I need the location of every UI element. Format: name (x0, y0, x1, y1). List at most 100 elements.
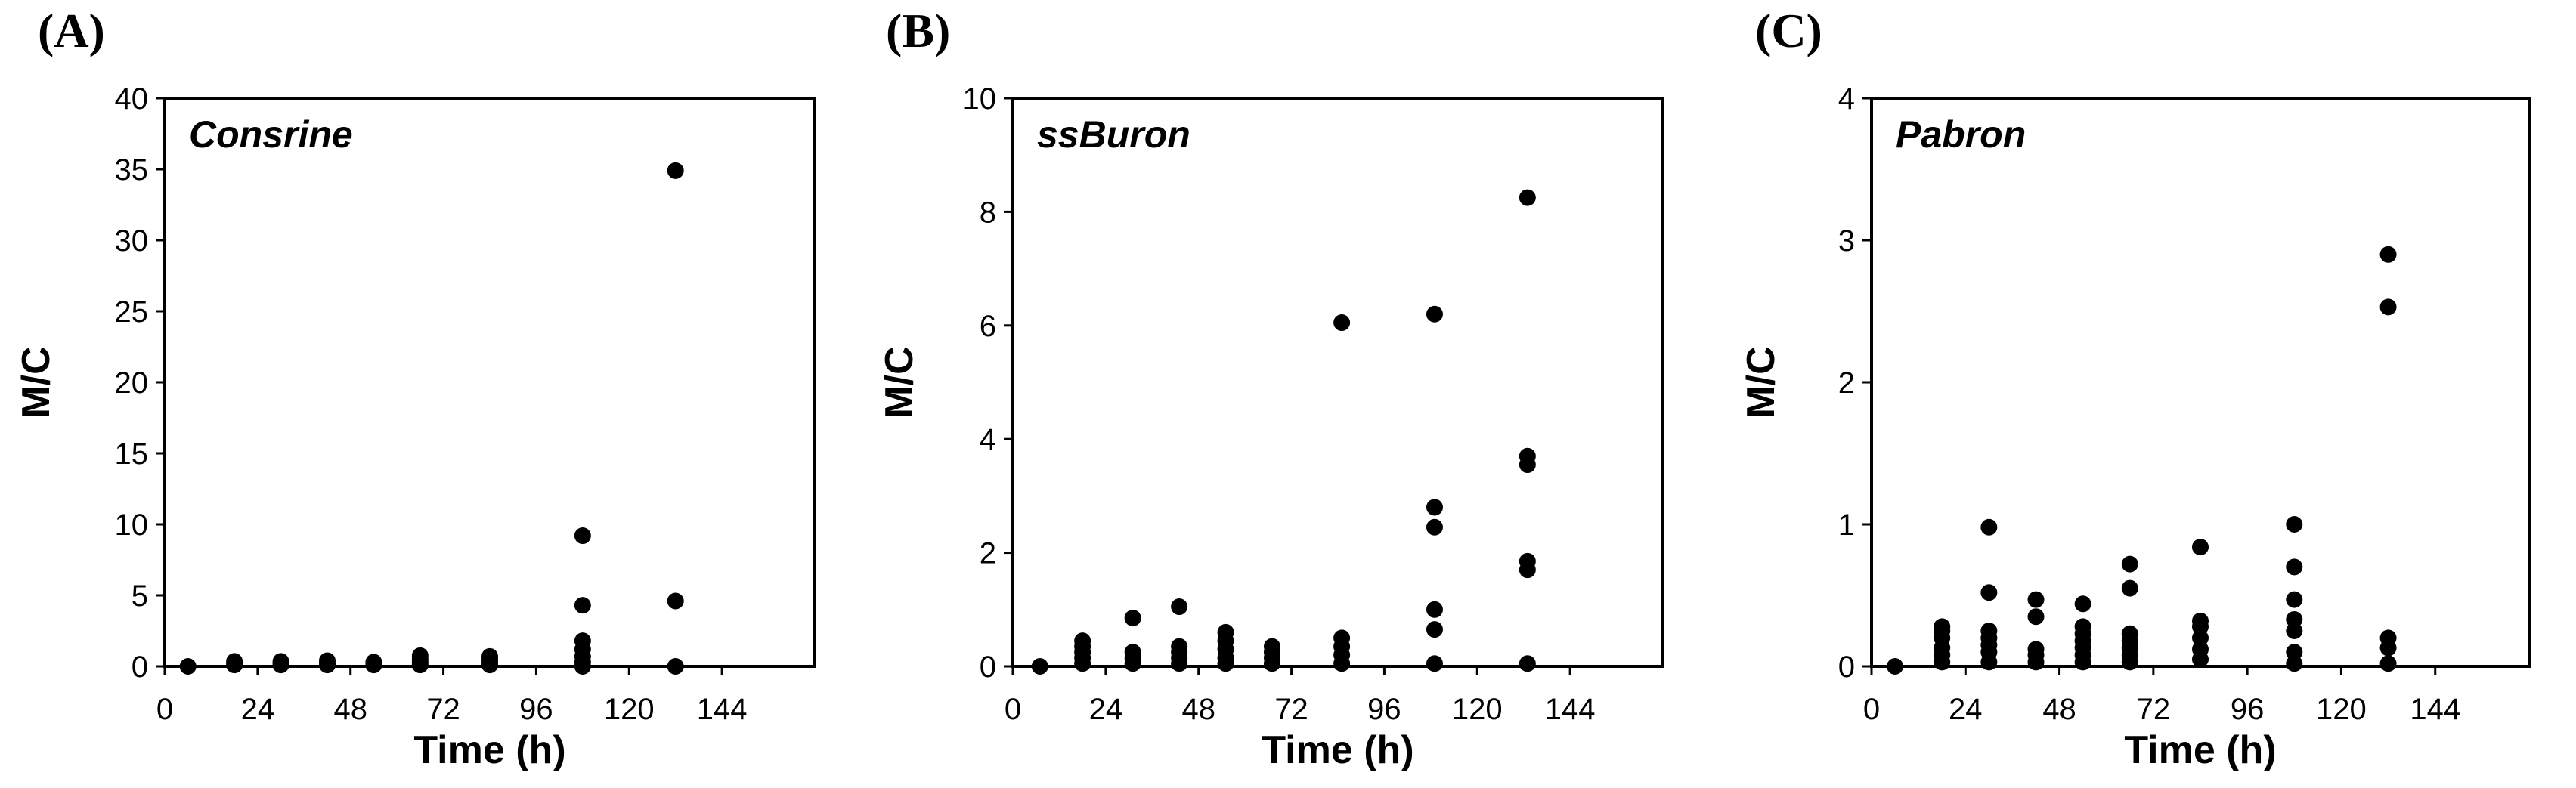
data-point (1333, 629, 1351, 647)
data-point (1333, 314, 1351, 332)
data-point (574, 632, 591, 650)
data-point (2192, 539, 2209, 556)
data-point (1426, 518, 1443, 536)
x-tick-label: 48 (1181, 693, 1215, 726)
x-tick-label: 120 (1452, 693, 1503, 726)
x-tick-label: 24 (1089, 693, 1123, 726)
data-point (1980, 623, 1998, 639)
data-point (1426, 655, 1443, 672)
y-tick-label: 35 (115, 153, 149, 187)
data-point (319, 652, 336, 669)
y-tick-label: 2 (980, 537, 996, 570)
data-point (2286, 516, 2303, 533)
y-tick-label: 2 (1838, 366, 1855, 400)
x-tick-label: 48 (2042, 693, 2076, 726)
x-tick-label: 0 (1863, 693, 1880, 726)
data-point (1074, 632, 1091, 650)
y-tick-label: 1 (1838, 508, 1855, 542)
panel-label-c: (C) (1755, 4, 1822, 57)
data-point (574, 597, 591, 614)
y-tick-label: 25 (115, 295, 149, 329)
y-tick-label: 15 (115, 437, 149, 471)
plot-area-frame (163, 97, 816, 668)
data-point (1934, 618, 1951, 635)
data-point (1980, 518, 1998, 536)
data-point (2121, 579, 2138, 597)
data-point (2286, 591, 2303, 608)
data-point (1426, 601, 1443, 618)
data-point (2192, 629, 2209, 647)
x-tick-label: 120 (604, 693, 655, 726)
data-point (1519, 189, 1536, 206)
y-tick-label: 8 (980, 196, 996, 229)
data-point (2379, 655, 2397, 672)
data-point (226, 653, 243, 670)
data-point (179, 658, 197, 675)
data-point (2379, 246, 2397, 263)
y-tick-label: 4 (980, 423, 996, 456)
chart-title: Pabron (1896, 113, 2026, 156)
y-axis-label: M/C (14, 346, 58, 418)
data-point (1426, 499, 1443, 516)
data-point (411, 647, 429, 664)
x-tick-label: 72 (426, 693, 460, 726)
x-tick-label: 48 (333, 693, 367, 726)
data-point (2286, 623, 2303, 639)
y-tick-label: 4 (1838, 82, 1855, 116)
data-point (1124, 644, 1141, 661)
x-tick-label: 72 (2137, 693, 2171, 726)
data-point (1124, 610, 1141, 627)
x-tick-label: 96 (1367, 693, 1401, 726)
data-point (481, 647, 498, 665)
plot-area-frame (1870, 97, 2531, 668)
data-point (2121, 625, 2138, 642)
x-tick-label: 144 (1545, 693, 1596, 726)
data-point (1426, 305, 1443, 323)
y-tick-label: 5 (132, 579, 148, 613)
data-point (667, 658, 684, 675)
data-point (1031, 658, 1048, 675)
y-tick-label: 30 (115, 224, 149, 258)
x-tick-label: 0 (156, 693, 173, 726)
y-tick-label: 6 (980, 310, 996, 343)
data-point (1519, 447, 1536, 465)
data-point (2121, 555, 2138, 573)
data-point (1217, 623, 1234, 641)
data-point (1263, 638, 1280, 655)
data-point (2379, 298, 2397, 316)
y-tick-label: 10 (115, 508, 149, 542)
chart-title: Consrine (189, 113, 353, 156)
x-axis-label: Time (h) (1262, 728, 1413, 772)
panel-label-a: (A) (38, 4, 105, 57)
data-point (1171, 598, 1188, 616)
data-point (1519, 655, 1536, 672)
x-axis-label: Time (h) (413, 728, 565, 772)
data-point (1887, 658, 1904, 675)
y-tick-label: 0 (1838, 650, 1855, 684)
chart-panel-c: (C) 0 1 2 3 4 0 24 48 72 96 120 144 Pabron Time (h) M/C (1739, 4, 2531, 772)
x-tick-label: 96 (519, 693, 553, 726)
x-tick-label: 144 (697, 693, 748, 726)
x-tick-label: 24 (241, 693, 275, 726)
data-point (2286, 558, 2303, 576)
y-axis-label: M/C (878, 346, 921, 418)
x-tick-label: 0 (1005, 693, 1021, 726)
x-tick-label: 120 (2316, 693, 2367, 726)
data-point (2074, 595, 2091, 613)
y-tick-label: 0 (980, 650, 996, 684)
y-axis-label: M/C (1739, 346, 1783, 418)
data-point (667, 592, 684, 610)
y-tick-label: 40 (115, 82, 149, 116)
chart-panel-a: (A) 0 5 10 15 20 25 30 35 40 0 24 48 72 96 120 144 Consri… (14, 4, 816, 772)
plot-area-frame (1011, 97, 1664, 668)
panel-label-b: (B) (886, 4, 950, 57)
x-tick-label: 144 (2410, 693, 2460, 726)
x-axis-label: Time (h) (2124, 728, 2276, 772)
data-point (2286, 655, 2303, 672)
data-point (667, 162, 684, 179)
data-point (2192, 612, 2209, 629)
data-point (2027, 591, 2045, 608)
data-point (2286, 644, 2303, 661)
data-point (574, 527, 591, 545)
